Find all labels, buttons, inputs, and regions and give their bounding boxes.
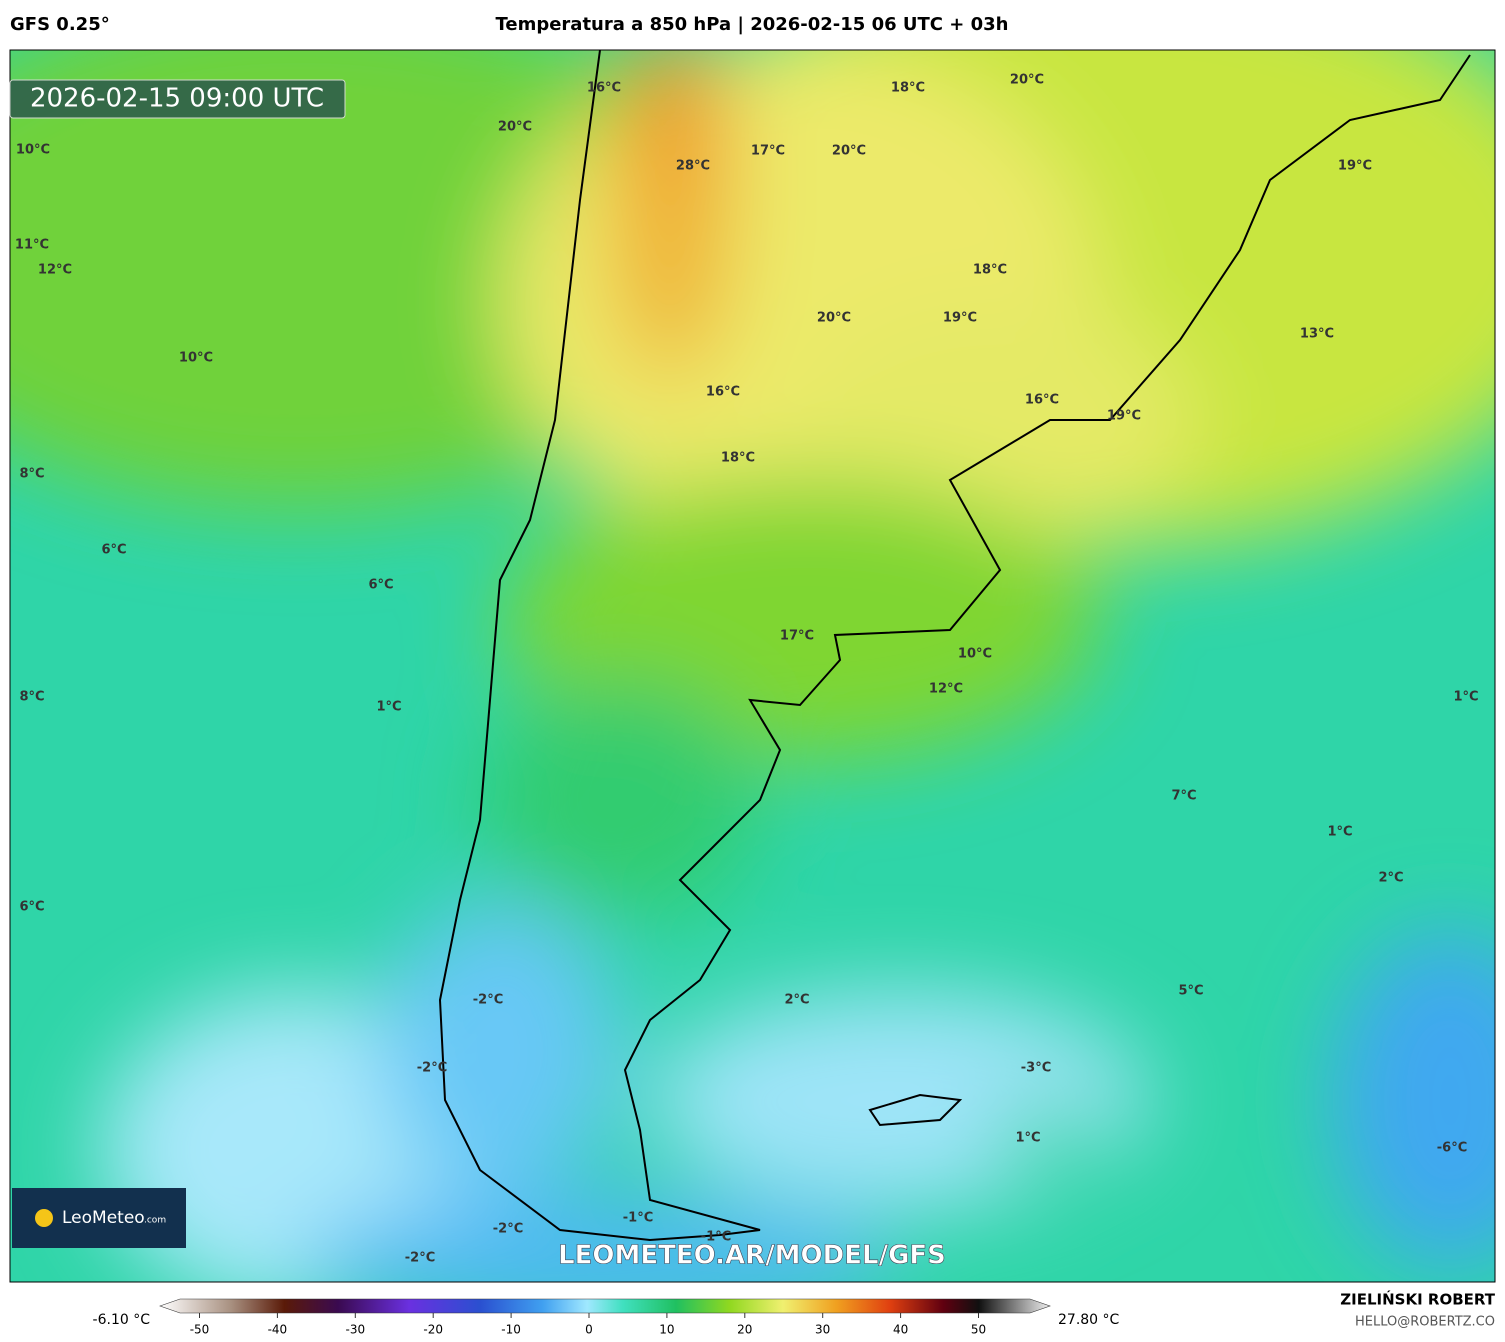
temperature-label: 18°C [721,451,755,466]
colorbar-ramp [159,1298,1051,1314]
logo-name: LeoMeteo [62,1208,145,1228]
temperature-label: 20°C [1010,73,1044,88]
temperature-label: -1°C [623,1211,653,1226]
temperature-label: 1°C [376,700,401,715]
temperature-label: 10°C [958,647,992,662]
temperature-label: 20°C [832,144,866,159]
colorbar-tick-label: -50 [190,1323,210,1337]
contact: HELLO@ROBERTZ.CO [1355,1315,1495,1330]
temperature-label: 2°C [784,993,809,1008]
temperature-label: -1°C [701,1230,731,1245]
colorbar-tick-label: 10 [659,1323,674,1337]
temperature-label: 18°C [973,263,1007,278]
temperature-label: 6°C [368,578,393,593]
temperature-label: -2°C [473,993,503,1008]
colorbar-tick-label: -30 [345,1323,365,1337]
temperature-label: 1°C [1015,1131,1040,1146]
temperature-label: 19°C [1107,409,1141,424]
temperature-label: 16°C [587,81,621,96]
map-frame [9,49,1496,1283]
map-title: Temperatura a 850 hPa | 2026-02-15 06 UT… [495,14,1008,35]
time-box [9,79,346,119]
author: ZIELIŃSKI ROBERT [1340,1290,1495,1309]
temperature-label: 20°C [817,311,851,326]
temperature-labels: 16°C 20°C 10°C 18°C 20°C 17°C 20°C 28°C 19°C 11°C… [15,73,1479,1266]
temperature-label: 10°C [16,143,50,158]
temperature-label: 18°C [891,81,925,96]
colorbar-tick-label: -40 [268,1323,288,1337]
temperature-label: 6°C [19,900,44,915]
coastline [438,50,1471,1242]
colorbar: -50 -40 -30 -20 -10 0 10 20 30 40 50 [159,1298,1051,1337]
temperature-label: 1°C [1453,690,1478,705]
colorbar-tick-label: -20 [423,1323,443,1337]
temperature-label: 28°C [676,159,710,174]
colorbar-tick-label: 20 [737,1323,752,1337]
temperature-label: -2°C [417,1061,447,1076]
colorbar-tick-label: 0 [585,1323,593,1337]
temperature-label: 8°C [19,690,44,705]
temperature-label: 16°C [706,385,740,400]
temperature-label: 19°C [943,311,977,326]
temperature-label: -2°C [405,1251,435,1266]
temperature-label: 13°C [1300,327,1334,342]
model-name: GFS 0.25° [10,14,110,35]
temperature-label: 8°C [19,467,44,482]
logo-suffix: .com [144,1216,166,1226]
temperature-label: 5°C [1178,984,1203,999]
temperature-label: 17°C [751,144,785,159]
temperature-label: 7°C [1171,789,1196,804]
temperature-label: -2°C [493,1222,523,1237]
logo-sun [35,1209,53,1227]
watermark: LEOMETEO.AR/MODEL/GFS [558,1241,946,1271]
temperature-label: -6°C [1437,1141,1467,1156]
colorbar-min: -6.10 °C [93,1312,151,1328]
temperature-label: 6°C [101,543,126,558]
temperature-label: 2°C [1378,871,1403,886]
temperature-label: 17°C [780,629,814,644]
colorbar-tick-label: 30 [815,1323,830,1337]
temperature-label: 10°C [179,351,213,366]
valid-time: 2026-02-15 09:00 UTC [30,84,324,114]
colorbar-max: 27.80 °C [1058,1312,1120,1328]
temperature-label: -3°C [1021,1061,1051,1076]
temperature-label: 20°C [498,120,532,135]
colorbar-tick-label: 50 [971,1323,986,1337]
temperature-label: 16°C [1025,393,1059,408]
colorbar-tick-label: 40 [893,1323,908,1337]
colorbar-tick-label: -10 [501,1323,521,1337]
malvinas [868,1093,963,1127]
temperature-label: 12°C [38,263,72,278]
temperature-label: 1°C [1327,825,1352,840]
temperature-label: 12°C [929,682,963,697]
temperature-label: 11°C [15,238,49,253]
temperature-label: 19°C [1338,159,1372,174]
